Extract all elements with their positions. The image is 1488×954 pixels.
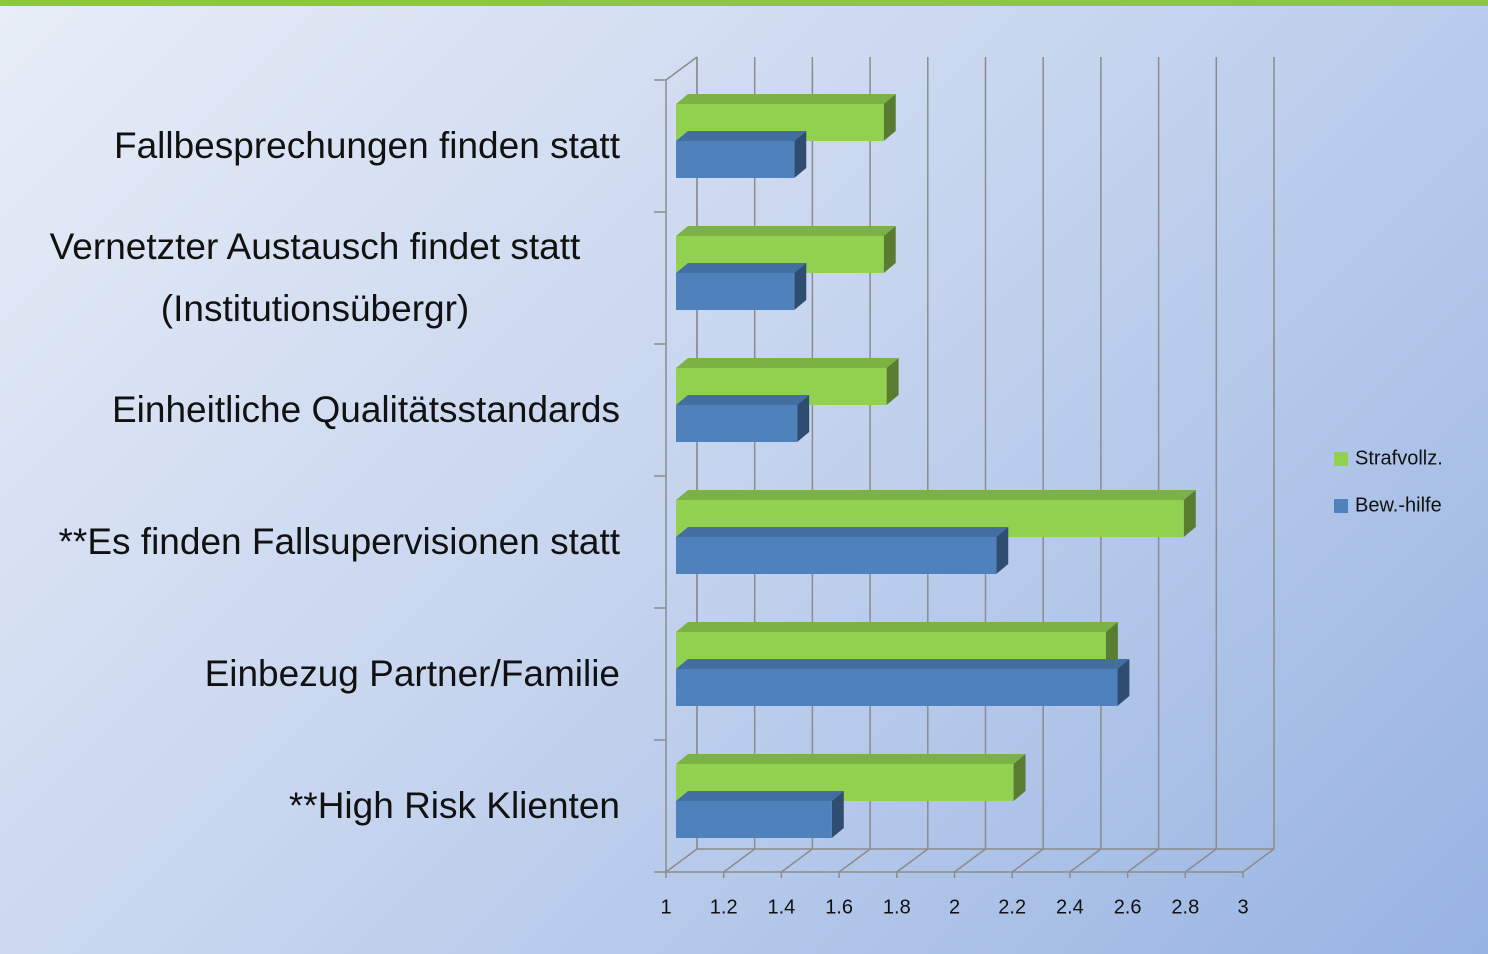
bar-top — [676, 94, 896, 104]
x-tick-label: 1 — [660, 896, 671, 918]
floor-grid-line — [723, 848, 756, 873]
bar — [676, 405, 798, 442]
bar-top — [676, 791, 844, 801]
category-label-box: Vernetzter Austausch findet statt (Insti… — [0, 212, 620, 344]
bar-side — [996, 527, 1009, 574]
bar-top — [676, 622, 1118, 632]
category-label: Vernetzter Austausch findet statt (Insti… — [49, 226, 581, 329]
floor-grid-line — [665, 848, 698, 873]
x-tick-label: 2.4 — [1056, 896, 1084, 918]
category-label: **High Risk Klienten — [288, 785, 620, 826]
category-label-box: **Es finden Fallsupervisionen statt — [0, 476, 620, 608]
x-tick-label: 1.4 — [767, 896, 795, 918]
bar — [676, 537, 997, 574]
legend-swatch — [1334, 452, 1348, 466]
bar-top — [676, 527, 1009, 537]
bar-side — [797, 395, 810, 442]
bar-top — [676, 358, 899, 368]
bar-side — [794, 131, 807, 178]
bar-top — [676, 490, 1196, 500]
bar-side — [883, 226, 896, 273]
floor-grid-line — [1069, 848, 1102, 873]
legend-label: Bew.-hilfe — [1355, 494, 1442, 516]
x-tick-label: 2.6 — [1114, 896, 1142, 918]
top-bar — [0, 0, 1488, 6]
bar — [676, 273, 795, 310]
x-tick-label: 3 — [1237, 896, 1248, 918]
bar — [676, 669, 1118, 706]
bar-top — [676, 659, 1130, 669]
bar — [676, 141, 795, 178]
floor-grid-line — [1242, 848, 1275, 873]
bar-side — [1105, 622, 1118, 669]
bar-side — [831, 791, 844, 838]
category-label: Einbezug Partner/Familie — [204, 653, 620, 694]
category-label-box: **High Risk Klienten — [0, 740, 620, 872]
category-label-box: Einheitliche Qualitätsstandards — [0, 344, 620, 476]
category-label-box: Einbezug Partner/Familie — [0, 608, 620, 740]
category-label: Fallbesprechungen finden statt — [113, 125, 620, 166]
legend-label: Strafvollz. — [1355, 447, 1443, 469]
bar-side — [1183, 490, 1196, 537]
bar-side — [886, 358, 899, 405]
x-tick-label: 2.2 — [998, 896, 1026, 918]
x-tick-label: 1.6 — [825, 896, 853, 918]
floor-grid-line — [954, 848, 986, 873]
category-label-box: Fallbesprechungen finden statt — [0, 80, 620, 212]
floor-grid-line — [896, 848, 929, 873]
bar-top — [676, 754, 1026, 764]
x-tick-label: 1.8 — [883, 896, 911, 918]
x-tick-label: 1.2 — [710, 896, 738, 918]
category-label: Einheitliche Qualitätsstandards — [111, 389, 620, 430]
wall-edge — [665, 56, 698, 81]
bar-top — [676, 263, 807, 273]
bar-side — [883, 94, 896, 141]
category-label: **Es finden Fallsupervisionen statt — [58, 521, 620, 562]
floor-grid-line — [838, 848, 871, 873]
floor-grid-line — [1127, 848, 1160, 873]
bar-side — [794, 263, 807, 310]
bar — [676, 801, 832, 838]
x-tick-label: 2 — [949, 896, 960, 918]
bar-top — [676, 226, 896, 236]
bar-side — [1117, 659, 1130, 706]
bar-side — [1013, 754, 1026, 801]
floor-grid-line — [1011, 848, 1044, 873]
legend-swatch — [1334, 499, 1348, 513]
floor-grid-line — [1184, 848, 1217, 873]
bar-top — [676, 131, 807, 141]
x-tick-label: 2.8 — [1171, 896, 1199, 918]
bar-top — [676, 395, 810, 405]
floor-grid-line — [780, 848, 813, 873]
